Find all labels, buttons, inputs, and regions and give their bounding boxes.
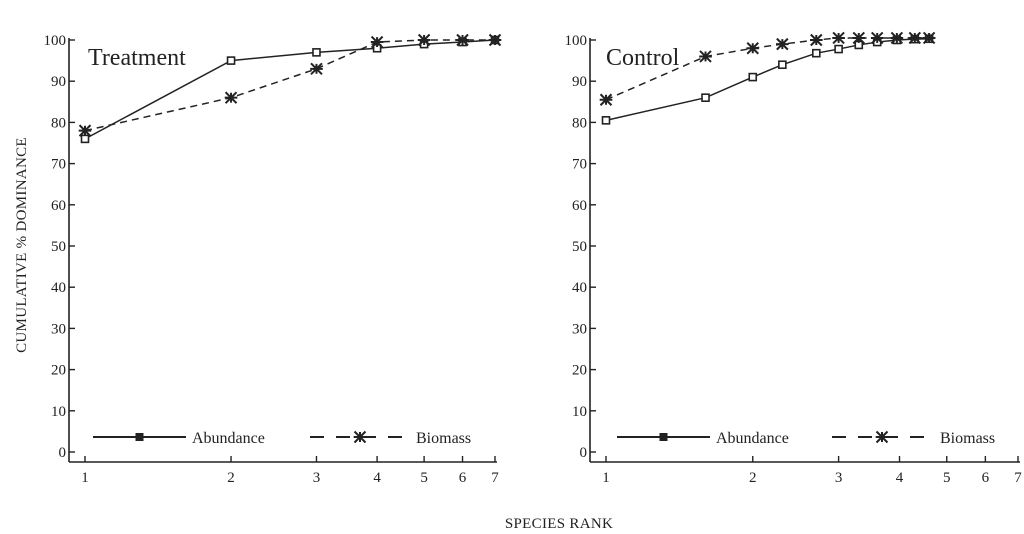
data-point-biomass (890, 31, 904, 45)
data-point-biomass (370, 35, 384, 49)
y-tick-label: 10 (51, 404, 66, 420)
legend-abundance-marker (135, 433, 144, 441)
data-point-abundance (80, 134, 90, 144)
x-tick-label: 2 (749, 470, 757, 486)
panel-title: Treatment (88, 45, 186, 71)
data-point-biomass (832, 31, 845, 45)
y-axis-title: CUMULATIVE % DOMINANCE (14, 137, 30, 353)
legend-abundance-label: Abundance (192, 430, 265, 447)
panel-treatment: 0 10 20 30 40 50 60 70 80 90 100 1 2 3 4 5 6 7 Treatment Ab… (44, 33, 502, 486)
x-tick-label: 7 (491, 470, 499, 486)
y-tick-label: 0 (580, 445, 588, 461)
y-tick-label: 50 (51, 239, 66, 255)
data-point-abundance (811, 48, 821, 58)
data-point-biomass (417, 33, 431, 47)
y-tick-label: 80 (572, 115, 587, 131)
x-tick-label: 6 (459, 470, 467, 486)
data-point-biomass (870, 31, 884, 45)
y-tick-label: 100 (565, 33, 588, 49)
data-point-biomass (922, 31, 936, 45)
data-point-abundance (701, 93, 710, 102)
legend-biomass-marker (875, 430, 889, 444)
x-tick-label: 4 (896, 470, 904, 486)
x-tick-label: 3 (313, 470, 321, 486)
x-tick-label: 5 (420, 470, 428, 486)
data-point-abundance (778, 60, 787, 70)
data-point-biomass (488, 33, 502, 47)
data-point-biomass (599, 93, 613, 106)
data-point-biomass (78, 124, 92, 137)
y-tick-label: 90 (51, 74, 66, 90)
x-tick-label: 2 (227, 470, 235, 486)
y-tick-label: 70 (572, 157, 587, 173)
y-tick-label: 70 (51, 157, 66, 173)
legend-biomass-label: Biomass (940, 430, 995, 447)
data-point-abundance (834, 44, 843, 54)
data-point-abundance (312, 48, 321, 57)
data-point-abundance (748, 72, 758, 82)
x-tick-label: 6 (982, 470, 990, 486)
x-tick-label: 1 (81, 470, 89, 486)
data-point-biomass (699, 50, 712, 63)
legend-biomass-marker (353, 430, 367, 444)
x-tick-label: 4 (373, 470, 381, 486)
y-tick-label: 40 (51, 280, 66, 296)
y-tick-label: 20 (51, 363, 66, 379)
x-tick-label: 5 (943, 470, 951, 486)
y-tick-label: 50 (572, 239, 587, 255)
y-tick-label: 100 (44, 33, 67, 49)
data-point-biomass (456, 33, 469, 47)
data-point-abundance (601, 116, 611, 125)
data-point-biomass (908, 31, 922, 45)
panel-title: Control (606, 45, 680, 71)
legend-biomass-label: Biomass (416, 430, 471, 447)
data-point-biomass (776, 37, 789, 51)
y-tick-label: 0 (59, 445, 67, 461)
y-tick-label: 20 (572, 363, 587, 379)
legend-abundance-marker (659, 433, 668, 441)
y-tick-label: 60 (51, 198, 66, 214)
data-point-biomass (746, 42, 760, 55)
legend-abundance-label: Abundance (716, 430, 789, 447)
x-tick-label: 7 (1014, 470, 1022, 486)
y-tick-label: 40 (572, 280, 587, 296)
data-point-biomass (224, 91, 238, 104)
x-axis-title: SPECIES RANK (505, 516, 613, 532)
data-point-biomass (852, 31, 866, 45)
y-tick-label: 30 (51, 321, 66, 337)
y-tick-label: 30 (572, 321, 587, 337)
y-tick-label: 80 (51, 115, 66, 131)
x-tick-label: 1 (602, 470, 610, 486)
panel-control: 0 10 20 30 40 50 60 70 80 90 100 1 2 3 4 5 6 7 Control Abun… (565, 31, 1022, 486)
data-point-abundance (226, 56, 236, 65)
x-tick-label: 3 (835, 470, 843, 486)
y-tick-label: 10 (572, 404, 587, 420)
y-tick-label: 60 (572, 198, 587, 214)
data-point-biomass (310, 62, 323, 76)
y-tick-label: 90 (572, 74, 587, 90)
data-point-biomass (809, 33, 823, 47)
